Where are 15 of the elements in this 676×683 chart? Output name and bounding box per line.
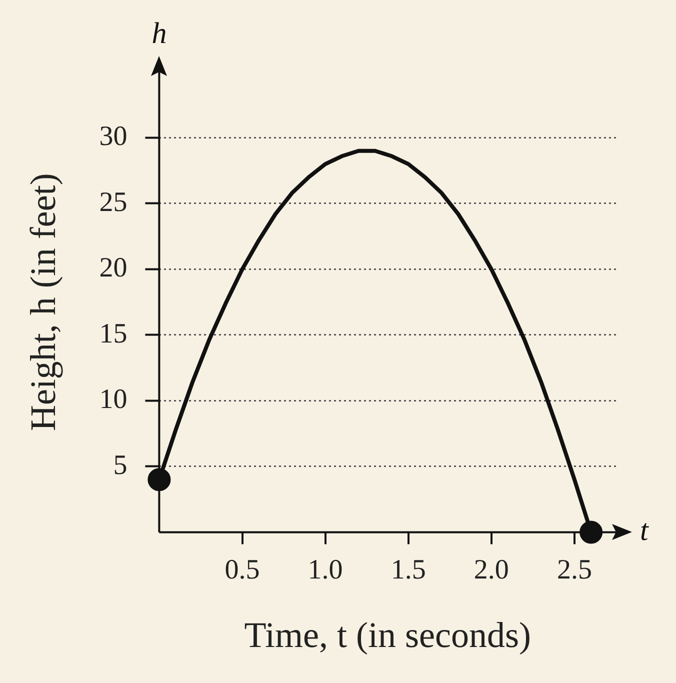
y-tick-label: 20 (99, 252, 128, 284)
x-tick-label: 0.5 (224, 554, 260, 586)
y-tick-label: 25 (99, 186, 128, 218)
y-tick-label: 30 (99, 121, 128, 152)
text: h (152, 16, 167, 50)
y-tick-label: 5 (113, 450, 128, 481)
x-tick-label: 2.5 (556, 554, 592, 586)
y-tick-label: 15 (99, 318, 128, 350)
text: t (640, 514, 649, 548)
x-tick-label: 1.0 (308, 554, 343, 586)
x-tick-label: 2.0 (474, 554, 509, 586)
y-axis-title: Height, h (in feet) (23, 173, 64, 432)
y-tick-label: 10 (99, 384, 128, 416)
x-axis-title: Time, t (in seconds) (244, 614, 531, 655)
x-tick-label: 1.5 (390, 554, 426, 586)
